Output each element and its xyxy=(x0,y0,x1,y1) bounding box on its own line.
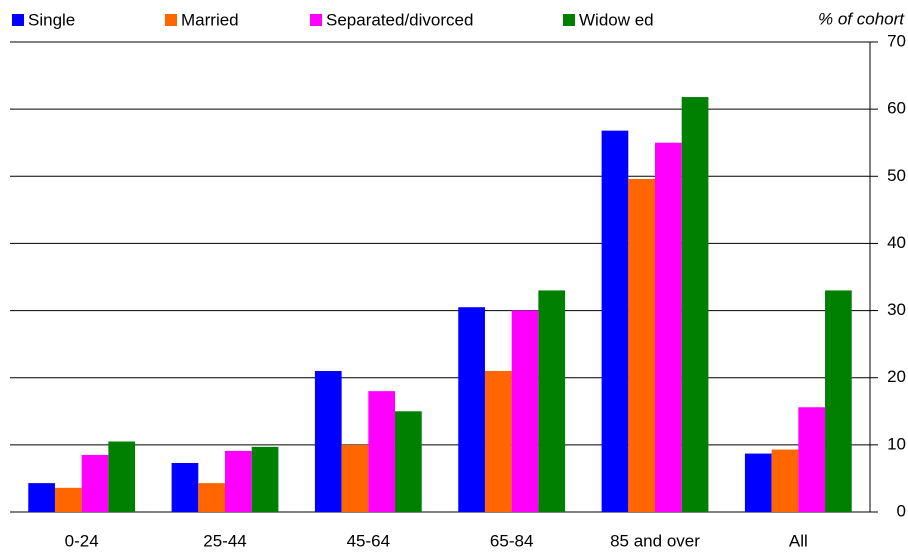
x-tick-label: 45-64 xyxy=(347,531,390,550)
legend-label: Married xyxy=(181,10,239,29)
y-tick-label: 40 xyxy=(887,233,906,252)
y-tick-label: 70 xyxy=(887,31,906,50)
y-tick-label: 60 xyxy=(887,99,906,118)
bar xyxy=(81,454,109,512)
legend-label: Single xyxy=(28,10,75,29)
bar xyxy=(744,453,772,512)
bar xyxy=(395,411,422,512)
bar xyxy=(225,450,252,512)
bar xyxy=(108,441,136,512)
legend-label: Separated/divorced xyxy=(326,10,473,29)
bar xyxy=(458,307,485,512)
bar xyxy=(511,310,539,512)
legend-label: Widow ed xyxy=(579,10,654,29)
bar xyxy=(655,142,682,512)
bar xyxy=(798,407,826,512)
x-tick-label: 0-24 xyxy=(65,531,99,550)
y-tick-label: 50 xyxy=(887,166,906,185)
bar xyxy=(484,371,512,512)
bar xyxy=(825,290,852,512)
x-tick-label: 25-44 xyxy=(203,531,246,550)
bar xyxy=(171,462,199,512)
bar xyxy=(771,449,799,512)
legend-swatch xyxy=(12,14,24,26)
legend-swatch xyxy=(165,14,177,26)
x-tick-label: All xyxy=(789,531,808,550)
bar xyxy=(368,391,396,512)
bar xyxy=(54,487,82,512)
y-axis-label: % of cohort xyxy=(818,9,905,28)
bar xyxy=(28,483,55,512)
bar xyxy=(198,483,225,512)
legend-swatch xyxy=(563,14,575,26)
y-tick-label: 30 xyxy=(887,300,906,319)
y-tick-label: 0 xyxy=(897,501,906,520)
y-tick-label: 10 xyxy=(887,434,906,453)
bar xyxy=(341,444,369,512)
bar xyxy=(601,130,629,512)
bar xyxy=(681,97,709,513)
y-tick-label: 20 xyxy=(887,367,906,386)
bar xyxy=(538,290,566,512)
bar xyxy=(628,178,655,512)
bar xyxy=(251,446,279,512)
legend-swatch xyxy=(310,14,322,26)
x-tick-label: 85 and over xyxy=(610,531,700,550)
x-tick-label: 65-84 xyxy=(490,531,533,550)
bar xyxy=(314,371,342,512)
